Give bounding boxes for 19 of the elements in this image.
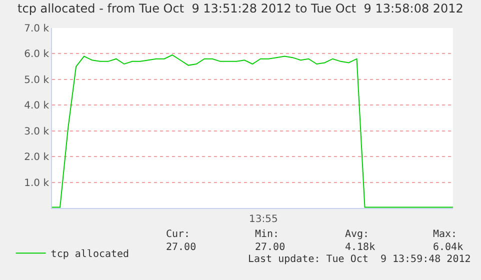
text: Last update: Tue Oct 9 13:59:48 2012	[248, 254, 471, 265]
y-tick-label: 7.0 k	[24, 24, 50, 34]
y-tick-label: 6.0 k	[24, 49, 50, 60]
text: 4.18k	[345, 242, 376, 253]
text: 27.00	[255, 242, 286, 253]
y-tick-label: 1.0 k	[24, 178, 50, 189]
text: Max:	[433, 229, 458, 240]
y-tick-label: 5.0 k	[24, 74, 50, 86]
y-tick-label: 2.0 k	[24, 152, 50, 164]
text: 27.00	[166, 242, 196, 253]
text: Min:	[255, 229, 280, 240]
text: 13:55	[249, 214, 278, 225]
text: Cur:	[166, 229, 190, 240]
legend-label: tcp allocated	[50, 249, 130, 260]
chart-title: tcp allocated - from Tue Oct 9 13:51:28 2012 to Tue Oct 9 13:58:08 2012	[18, 2, 464, 16]
text: 6.04k	[433, 242, 464, 253]
y-tick-label: 3.0 k	[24, 126, 50, 138]
text: Avg:	[345, 229, 370, 240]
y-tick-label: 4.0 k	[24, 100, 50, 112]
